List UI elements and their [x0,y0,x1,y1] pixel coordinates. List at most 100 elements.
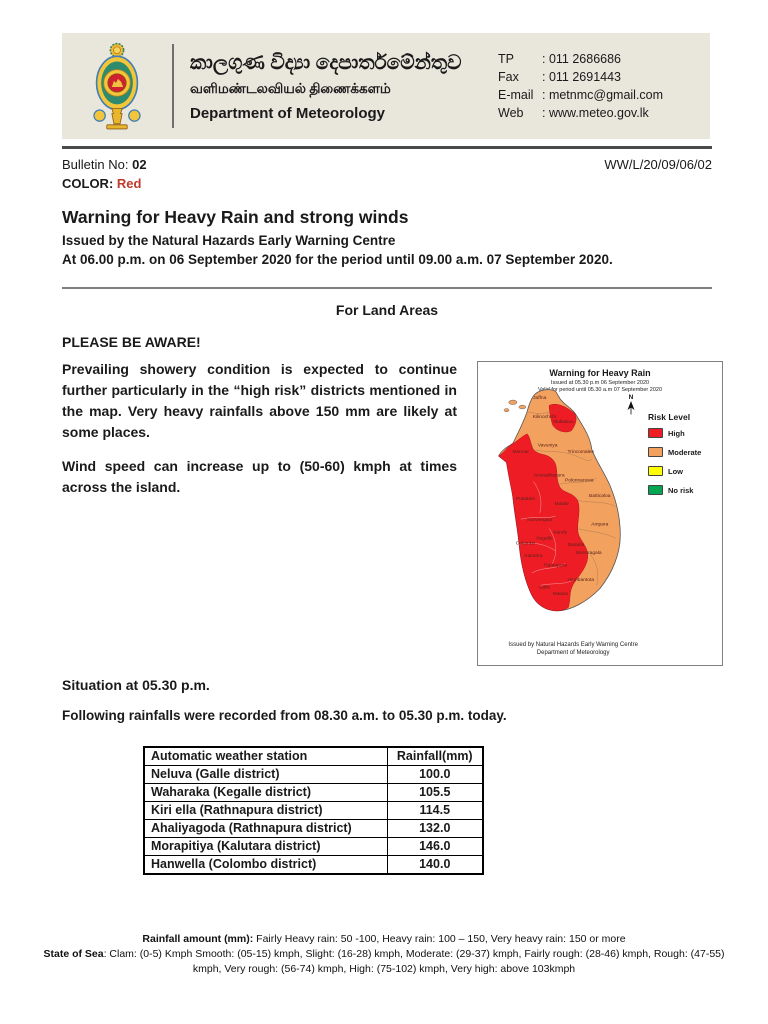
station-cell: Hanwella (Colombo district) [143,855,388,875]
contact-value: : metnmc@gmail.com [542,88,664,102]
rainfall-amount-label: Rainfall amount (mm): [142,933,254,945]
legend-item-norisk: No risk [648,485,720,495]
rainfall-cell: 132.0 [386,819,484,838]
district-label: Puttalam [516,496,535,502]
rainfall-table: Automatic weather station Rainfall(mm) N… [143,746,484,875]
table-row: Waharaka (Kegalle district) 105.5 [143,783,484,802]
contact-label: Web [498,106,524,120]
rainfall-amount-text: Fairly Heavy rain: 50 -100, Heavy rain: … [253,933,626,945]
north-arrow-icon: N [624,394,638,417]
page-title: Warning for Heavy Rain and strong winds [62,207,409,227]
section-rule [62,287,712,289]
legend-label: Moderate [668,447,702,457]
table-row: Ahaliyagoda (Rathnapura district) 132.0 [143,819,484,838]
rainfall-column-header: Rainfall(mm) [386,746,484,766]
contact-label: TP [498,52,514,66]
issued-by-line: Issued by the Natural Hazards Early Warn… [62,233,396,248]
map-subtitle: Issued at 05.30 p.m 06 September 2020 Va… [478,380,722,394]
department-name-english: Department of Meteorology [190,104,386,122]
risk-map: Warning for Heavy Rain Issued at 05.30 p… [477,361,723,666]
department-name-sinhala: කාලගුණ විද්‍යා දෙපාර්තමේන්තුව [190,51,462,74]
district-label: Kegalle [536,536,553,542]
district-label: Batticaloa [589,493,611,499]
station-cell: Waharaka (Kegalle district) [143,783,388,802]
north-arrow-glyph [627,401,635,415]
station-cell: Ahaliyagoda (Rathnapura district) [143,819,388,838]
warning-paragraph-1: Prevailing showery condition is expected… [62,361,457,440]
map-caption-line2: Department of Meteorology [536,650,610,656]
table-header-row: Automatic weather station Rainfall(mm) [143,746,484,766]
letterhead: කාලගුණ විද්‍යා දෙපාර්තමේන්තුව வளிமண்டலவி… [62,33,710,139]
table-row: Morapitiya (Kalutara district) 146.0 [143,837,484,856]
district-boundaries-inner [519,481,575,586]
rainfall-cell: 105.5 [386,783,484,802]
district-label: Kandy [553,529,567,535]
district-label: Kilinochchi [533,414,556,420]
moderate-swatch [648,447,663,457]
district-boundaries [527,408,616,586]
rainfall-cell: 146.0 [386,837,484,856]
district-label: Trincomalee [567,449,594,455]
aware-heading: PLEASE BE AWARE! [62,334,201,350]
station-cell: Kiri ella (Rathnapura district) [143,801,388,820]
map-legend: Risk Level High Moderate Low No risk [648,412,720,504]
department-name-tamil: வளிமண்டலவியல் திணைக்களம் [190,80,391,96]
station-cell: Neluva (Galle district) [143,765,388,784]
district-label: Anuradhapura [534,473,565,479]
rainfall-cell: 100.0 [386,765,484,784]
table-row: Hanwella (Colombo district) 140.0 [143,855,484,875]
district-label: Ratnapura [544,563,567,569]
contact-label: E-mail [498,88,534,102]
lion-glyph [111,78,124,88]
north-label: N [628,394,634,401]
situation-heading: Situation at 05.30 p.m. [62,677,210,693]
table-row: Neluva (Galle district) 100.0 [143,765,484,784]
district-label: Kalutara [524,553,542,559]
rainfall-cell: 114.5 [386,801,484,820]
header-rule [62,146,712,149]
rainfall-cell: 140.0 [386,855,484,875]
district-label: Matale [555,501,570,507]
high-risk-region [498,404,588,612]
warning-paragraph-2: Wind speed can increase up to (50-60) km… [62,458,457,495]
bulletin-no-label: Bulletin No: [62,157,133,172]
station-cell: Morapitiya (Kalutara district) [143,837,388,856]
district-label: Colombo [516,540,536,546]
district-label: Monaragala [576,550,602,556]
district-label: Kurunegala [527,517,552,523]
validity-period-line: At 06.00 p.m. on 06 September 2020 for t… [62,252,613,267]
district-label: Hambantota [568,577,595,583]
legend-item-low: Low [648,466,720,476]
header-divider [172,44,174,128]
map-valid-line: Valid for period until 05.30 a.m 07 Sept… [537,387,663,393]
high-swatch [648,428,663,438]
contact-phone: TP : 011 2686686 [498,50,700,68]
district-label: Jaffna [533,395,546,401]
legend-item-high: High [648,428,720,438]
contact-email: E-mail : metnmc@gmail.com [498,86,700,104]
color-value: Red [116,176,142,191]
district-label: Polonnaruwa [565,477,594,483]
map-caption-line1: Issued by Natural Hazards Early Warning … [508,642,638,648]
table-row: Kiri ella (Rathnapura district) 114.5 [143,801,484,820]
contact-web: Web : www.meteo.gov.lk [498,104,700,122]
legend-item-moderate: Moderate [648,447,720,457]
state-of-sea-text: : Clam: (0-5) Kmph Smooth: (05-15) kmph,… [103,948,725,975]
sri-lanka-emblem-logo [62,40,172,132]
contact-block: TP : 011 2686686 Fax : 011 2691443 E-mai… [498,50,710,122]
station-column-header: Automatic weather station [143,746,388,766]
color-line: COLOR: Red [62,176,141,191]
district-label: Vavuniya [538,443,558,449]
legend-title: Risk Level [648,412,691,422]
district-label: Matara [553,591,568,597]
emblem-icon [93,42,141,130]
contact-fax: Fax : 011 2691443 [498,68,700,86]
district-label: Mannar [512,449,529,455]
contact-value: : 011 2691443 [542,70,622,84]
rainfall-intro: Following rainfalls were recorded from 0… [62,708,507,723]
low-swatch [648,466,663,476]
district-label: Galle [539,585,551,591]
district-label: Mullaitivu [553,419,574,425]
